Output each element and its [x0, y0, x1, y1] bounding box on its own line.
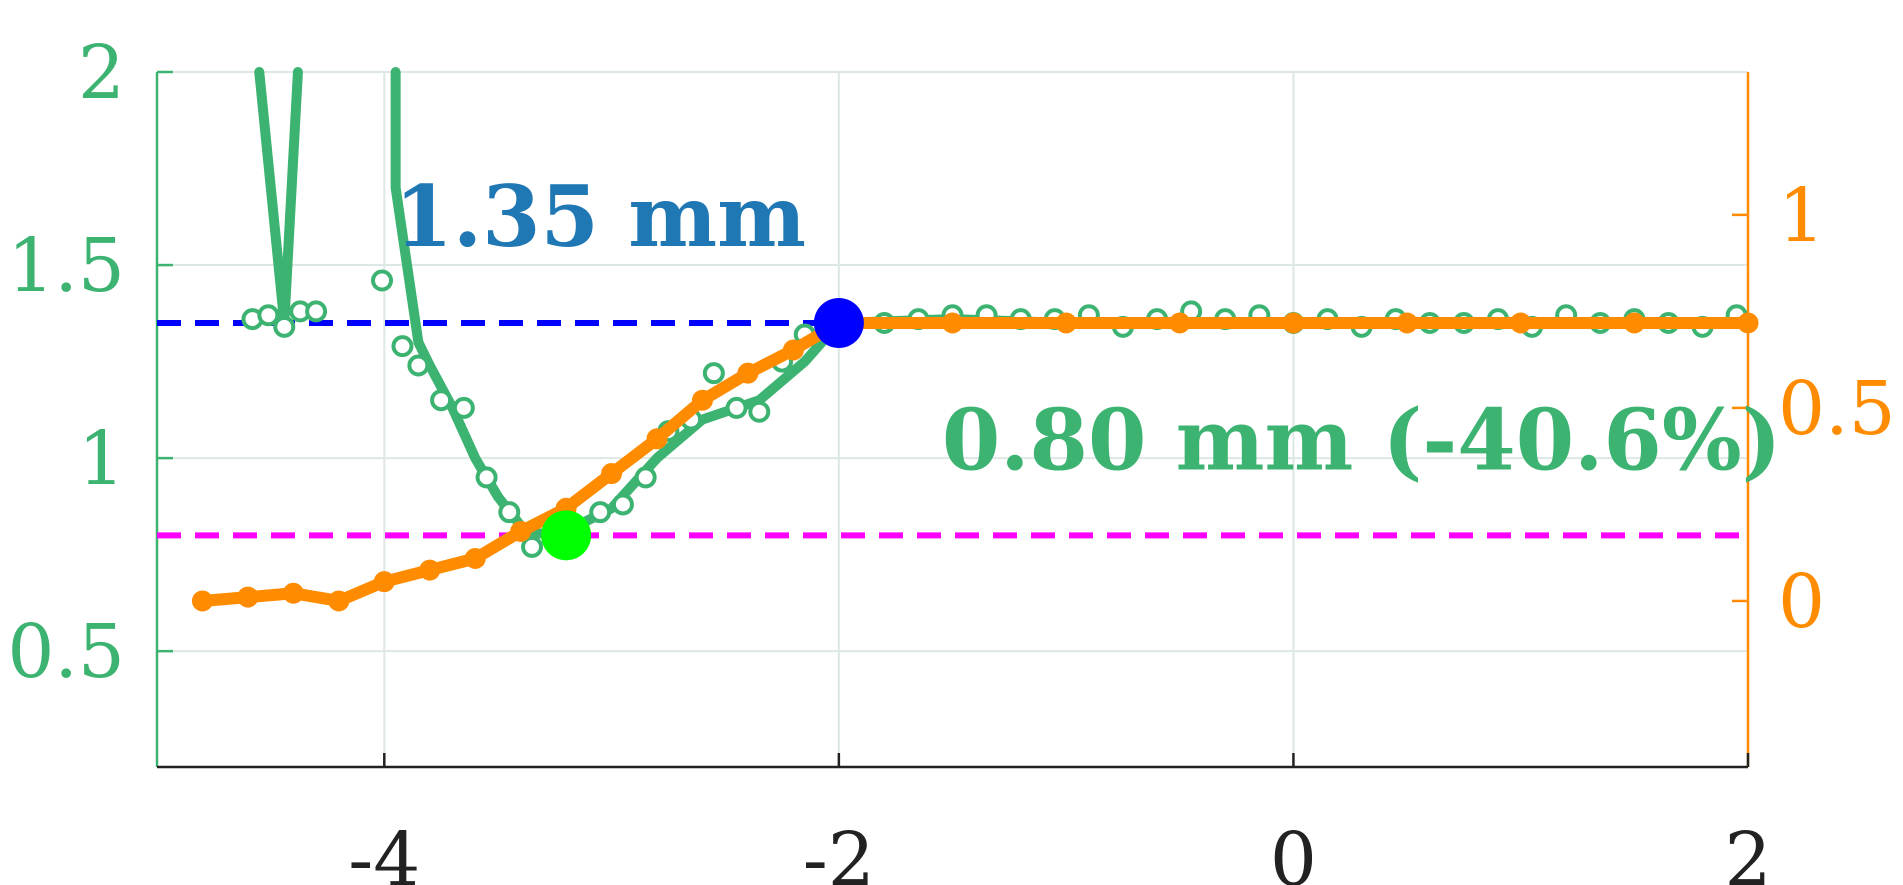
- data-point: [589, 501, 612, 524]
- data-point: [1737, 312, 1759, 334]
- data-point: [282, 582, 304, 604]
- data-point: [328, 590, 350, 612]
- tick-labels: -4 -2 0 2 0.5 1 1.5 2 0 0.5 1: [7, 30, 1895, 885]
- data-point: [611, 493, 634, 516]
- data-point: [942, 312, 963, 334]
- y-right-tick-label: 0.5: [1778, 366, 1896, 452]
- y-left-tick-label: 1: [78, 416, 125, 502]
- data-point: [452, 396, 475, 419]
- data-point: [475, 466, 498, 489]
- data-point: [430, 389, 453, 412]
- annotations: 1.35 mm 0.80 mm (-40.6%): [394, 167, 1781, 490]
- y-left-tick-label: 2: [78, 30, 125, 116]
- data-point: [748, 400, 771, 423]
- data-point: [646, 428, 668, 450]
- data-point: [237, 586, 259, 608]
- series-line: [254, 67, 303, 328]
- highlight-point: [541, 510, 592, 561]
- data-point: [1623, 312, 1645, 334]
- data-point: [737, 362, 759, 384]
- data-point: [691, 389, 713, 411]
- x-tick-label: 0: [1270, 817, 1317, 885]
- data-point: [1055, 312, 1077, 334]
- data-point: [521, 535, 544, 558]
- y-right-tick-label: 0: [1778, 559, 1825, 645]
- data-point: [464, 548, 486, 569]
- highlight-point: [813, 297, 864, 348]
- data-point: [191, 590, 213, 612]
- data-series: [191, 67, 1759, 612]
- data-point: [371, 269, 394, 292]
- data-point: [498, 501, 521, 524]
- data-point: [510, 520, 532, 542]
- data-point: [391, 335, 414, 358]
- grid-lines: [157, 71, 1748, 767]
- data-point: [407, 354, 430, 377]
- data-point: [782, 339, 804, 361]
- data-point: [419, 559, 441, 581]
- data-point: [305, 300, 328, 323]
- data-point: [373, 571, 395, 593]
- annotation-label: 0.80 mm (-40.6%): [942, 391, 1782, 490]
- data-point: [1396, 312, 1418, 334]
- x-tick-label: -2: [803, 817, 875, 885]
- y-left-tick-label: 1.5: [7, 223, 125, 309]
- data-point: [1282, 312, 1304, 334]
- x-tick-label: -4: [348, 817, 420, 885]
- data-point: [725, 396, 748, 419]
- data-point: [273, 315, 296, 338]
- data-point: [702, 362, 725, 385]
- data-point: [257, 304, 280, 327]
- x-tick-label: 2: [1724, 817, 1771, 885]
- y-left-tick-label: 0.5: [7, 609, 125, 695]
- annotation-label: 1.35 mm: [394, 167, 806, 266]
- data-point: [1510, 312, 1532, 334]
- data-point: [1169, 312, 1191, 334]
- axes: [155, 70, 1750, 769]
- highlight-points: [541, 297, 864, 561]
- data-point: [601, 463, 623, 485]
- data-point: [634, 466, 657, 489]
- y-right-tick-label: 1: [1778, 173, 1825, 259]
